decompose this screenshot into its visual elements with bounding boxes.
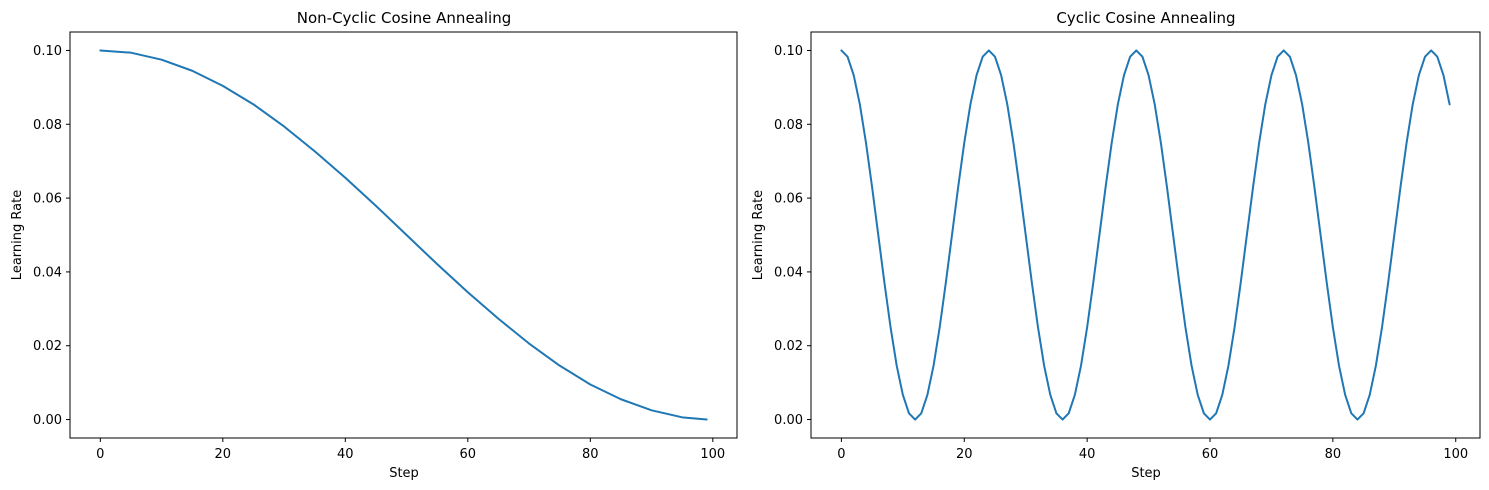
- x-tick-label: 100: [700, 447, 725, 462]
- y-tick-label: 0.02: [774, 339, 803, 354]
- x-axis-label: Step: [1131, 466, 1161, 481]
- x-tick-label: 60: [1202, 447, 1219, 462]
- y-tick-label: 0.00: [774, 413, 803, 428]
- x-tick-label: 80: [582, 447, 599, 462]
- y-tick-label: 0.00: [33, 413, 62, 428]
- y-tick-label: 0.10: [774, 44, 803, 59]
- series-line: [840, 49, 1451, 421]
- x-tick-label: 60: [460, 447, 477, 462]
- x-tick-label: 80: [1325, 447, 1342, 462]
- y-tick-label: 0.02: [33, 339, 62, 354]
- x-tick-label: 40: [337, 447, 354, 462]
- x-tick-label: 20: [956, 447, 973, 462]
- y-tick-label: 0.06: [774, 192, 803, 207]
- y-tick-label: 0.06: [33, 192, 62, 207]
- y-tick-label: 0.10: [33, 44, 62, 59]
- y-axis-label: Learning Rate: [10, 190, 25, 280]
- x-tick-label: 0: [96, 447, 104, 462]
- chart-panel-cyclic: Cyclic Cosine Annealing Step Learning Ra…: [751, 9, 1481, 481]
- y-tick-label: 0.04: [774, 265, 803, 280]
- chart-title: Cyclic Cosine Annealing: [1056, 9, 1235, 27]
- plot-frame: [69, 31, 738, 439]
- x-tick-label: 100: [1443, 447, 1468, 462]
- series-line: [99, 49, 708, 421]
- y-tick-label: 0.08: [774, 118, 803, 133]
- x-tick-label: 20: [215, 447, 232, 462]
- chart-panel-non-cyclic: Non-Cyclic Cosine Annealing Step Learnin…: [10, 9, 738, 481]
- x-axis-label: Step: [389, 466, 419, 481]
- y-axis-label: Learning Rate: [751, 190, 766, 280]
- x-tick-label: 0: [837, 447, 845, 462]
- y-tick-label: 0.08: [33, 118, 62, 133]
- plot-frame: [810, 31, 1481, 439]
- chart-title: Non-Cyclic Cosine Annealing: [297, 9, 511, 27]
- y-tick-label: 0.04: [33, 265, 62, 280]
- x-tick-label: 40: [1079, 447, 1096, 462]
